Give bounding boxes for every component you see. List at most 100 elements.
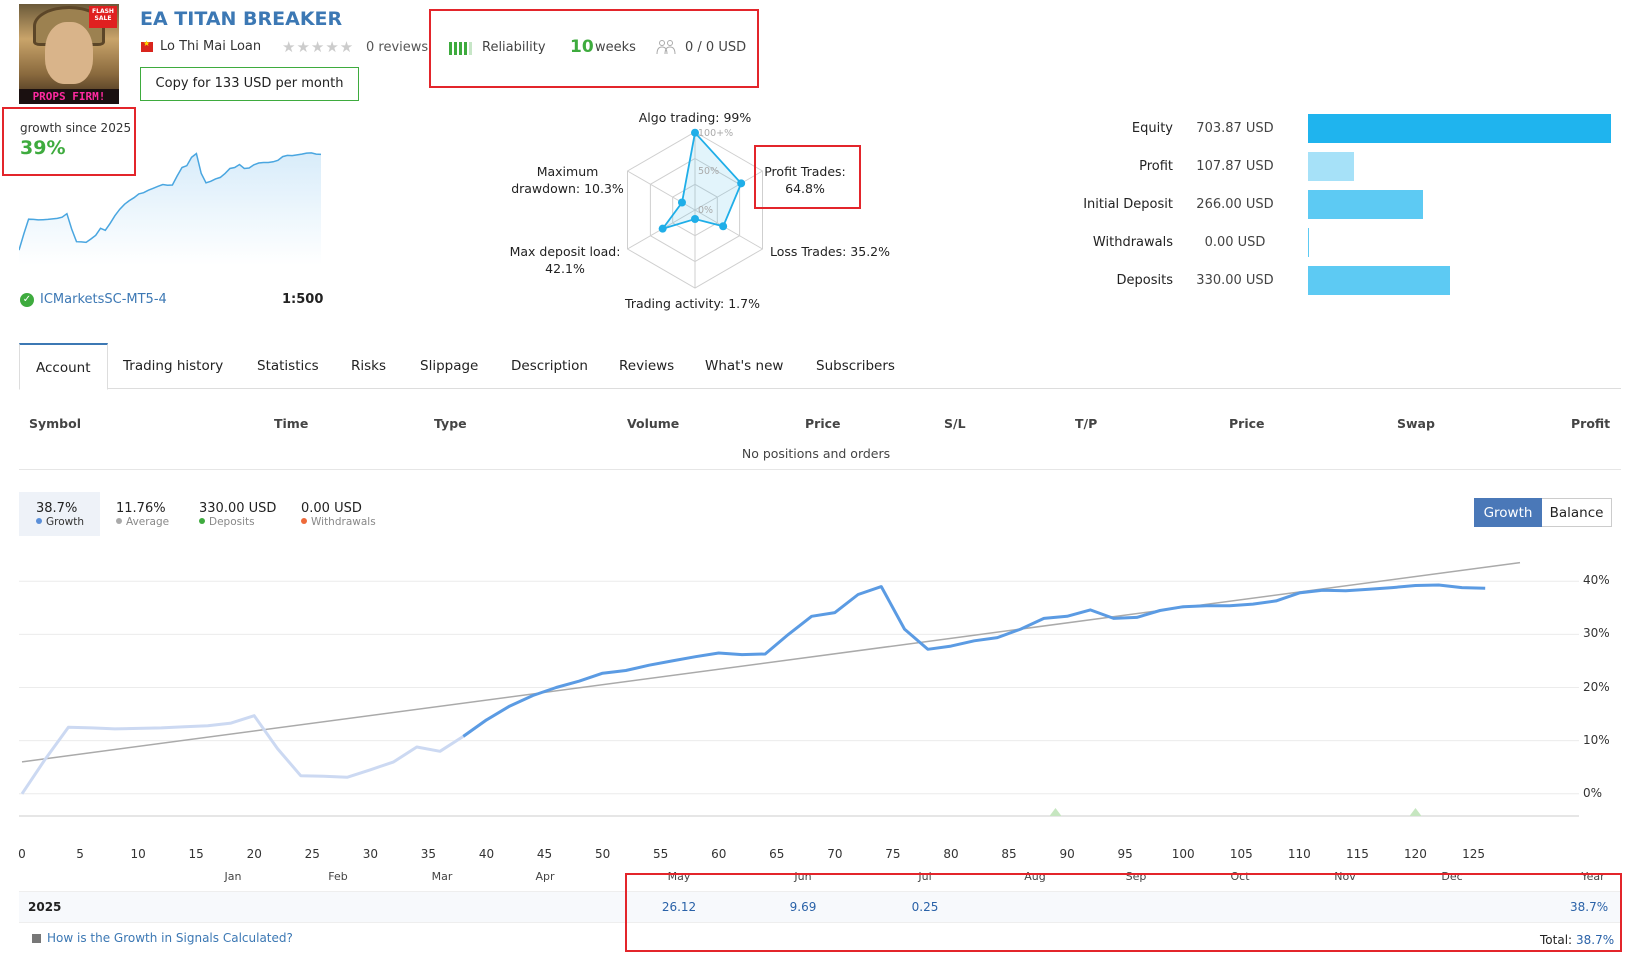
legend-withdrawals-label[interactable]: Withdrawals [301, 516, 376, 528]
year-total-value: 38.7% [1570, 900, 1609, 914]
mini-growth-chart [19, 152, 321, 265]
legend-deposits-label[interactable]: Deposits [199, 516, 255, 528]
reliability-label: Reliability [482, 40, 546, 55]
month-value-jul: 0.25 [911, 900, 939, 914]
tab-risks[interactable]: Risks [351, 358, 387, 374]
reviews-count[interactable]: 0 reviews [366, 40, 429, 55]
signal-avatar[interactable]: FLASH SALE PROPS FIRM! [19, 4, 119, 104]
bar-label-2: Initial Deposit [1083, 197, 1173, 212]
col-time[interactable]: Time [274, 416, 309, 431]
radar-ring-100: 100+% [698, 128, 733, 139]
calculator-icon [32, 934, 41, 943]
bar-value-1: 107.87 USD [1196, 159, 1274, 174]
bar-label-0: Equity [1131, 121, 1173, 136]
x-tick-12: 60 [711, 847, 727, 861]
month-value-may: 26.12 [661, 900, 697, 914]
x-tick-20: 100 [1171, 847, 1195, 861]
x-tick-16: 80 [943, 847, 959, 861]
x-tick-8: 40 [478, 847, 495, 861]
bar-fill-1 [1308, 152, 1355, 181]
y-tick-4: 0% [1583, 785, 1603, 800]
legend-withdrawals-value: 0.00 USD [301, 501, 362, 516]
author-name[interactable]: Lo Thi Mai Loan [160, 39, 262, 54]
average-line [21, 561, 1521, 763]
col-volume[interactable]: Volume [627, 416, 680, 431]
avatar-caption: PROPS FIRM! [19, 89, 119, 104]
radar-point-2 [719, 222, 728, 231]
radar-label-drawdown: Maximum drawdown: 10.3% [511, 164, 624, 196]
y-tick-0: 40% [1583, 573, 1610, 588]
weeks-value: 10 [570, 37, 594, 57]
col-tp[interactable]: T/P [1075, 416, 1098, 431]
radar-point-4 [658, 224, 667, 233]
growth-line [462, 583, 1486, 738]
broker-server-link[interactable]: ICMarketsSC-MT5-4 [40, 292, 167, 307]
avatar-face [45, 22, 93, 84]
x-tick-0: 0 [18, 847, 26, 861]
toggle-balance-button[interactable]: Balance [1542, 498, 1612, 527]
col-swap[interactable]: Swap [1397, 416, 1435, 431]
x-tick-9: 45 [536, 847, 553, 861]
signal-title[interactable]: EA TITAN BREAKER [140, 8, 343, 30]
legend-average-value: 11.76% [116, 501, 166, 516]
deposit-marker-0[interactable] [1049, 808, 1062, 816]
growth-line-early [20, 714, 488, 795]
col-type[interactable]: Type [434, 416, 467, 431]
tab-statistics[interactable]: Statistics [257, 358, 319, 374]
col-profit[interactable]: Profit [1571, 416, 1611, 431]
bar-fill-4 [1308, 266, 1451, 295]
tab-slippage[interactable]: Slippage [420, 358, 479, 374]
toggle-growth-button[interactable]: Growth [1474, 498, 1542, 527]
tab-whats-new[interactable]: What's new [705, 358, 784, 374]
col-sl[interactable]: S/L [944, 416, 966, 431]
total-value: 38.7% [1576, 933, 1615, 947]
legend-average-dot [116, 518, 122, 524]
radar-label-activity: Trading activity: 1.7% [625, 296, 760, 311]
leverage-value: 1:500 [282, 292, 324, 307]
y-tick-1: 30% [1583, 626, 1610, 641]
col-symbol[interactable]: Symbol [29, 416, 81, 431]
tab-subscribers[interactable]: Subscribers [816, 358, 895, 374]
radar-point-3 [691, 214, 699, 223]
legend-average-label[interactable]: Average [116, 516, 169, 528]
vietnam-flag-icon [141, 39, 153, 52]
legend-growth-selected[interactable] [19, 492, 100, 536]
month-label-0: Jan [224, 870, 242, 883]
x-tick-13: 65 [769, 847, 785, 861]
x-tick-23: 115 [1345, 847, 1369, 861]
radar-point-1 [737, 179, 746, 188]
highlight-box-monthly [625, 873, 1622, 952]
x-tick-14: 70 [827, 847, 843, 861]
month-value-jun: 9.69 [789, 900, 817, 914]
highlight-box-profit-trades [754, 145, 861, 209]
bar-value-0: 703.87 USD [1196, 121, 1274, 136]
growth-calculation-link[interactable]: How is the Growth in Signals Calculated? [47, 931, 293, 945]
tab-account[interactable]: Account [19, 343, 108, 390]
legend-deposits-dot [199, 518, 205, 524]
legend-deposits-value: 330.00 USD [199, 501, 277, 516]
x-tick-17: 85 [1001, 847, 1017, 861]
bar-value-3: 0.00 USD [1204, 235, 1266, 250]
col-price[interactable]: Price [805, 416, 841, 431]
x-tick-7: 35 [420, 847, 437, 861]
radar-label-deposit-load: Max deposit load: 42.1% [509, 244, 621, 276]
year-label: 2025 [28, 900, 62, 914]
col-price-current[interactable]: Price [1229, 416, 1265, 431]
highlight-box-header [429, 9, 759, 88]
signal-tabs: Account Trading history Statistics Risks… [19, 343, 1621, 390]
radar-chart: 100+% 50% 0% [627, 128, 763, 289]
legend-growth-dot [36, 518, 42, 524]
tab-trading-history[interactable]: Trading history [123, 358, 224, 374]
growth-chart[interactable] [19, 560, 1621, 860]
weeks-label: weeks [595, 40, 636, 55]
deposit-marker-1[interactable] [1409, 808, 1422, 816]
legend-growth-value: 38.7% [36, 501, 78, 516]
legend-withdrawals-dot [301, 518, 307, 524]
legend-growth-label[interactable]: Growth [36, 516, 84, 528]
x-tick-22: 110 [1287, 847, 1311, 861]
month-label-2: Mar [431, 870, 453, 883]
tab-description[interactable]: Description [511, 358, 588, 374]
copy-signal-button[interactable]: Copy for 133 USD per month [140, 67, 359, 101]
tab-reviews[interactable]: Reviews [619, 358, 675, 374]
flash-sale-badge: FLASH SALE [89, 6, 117, 28]
